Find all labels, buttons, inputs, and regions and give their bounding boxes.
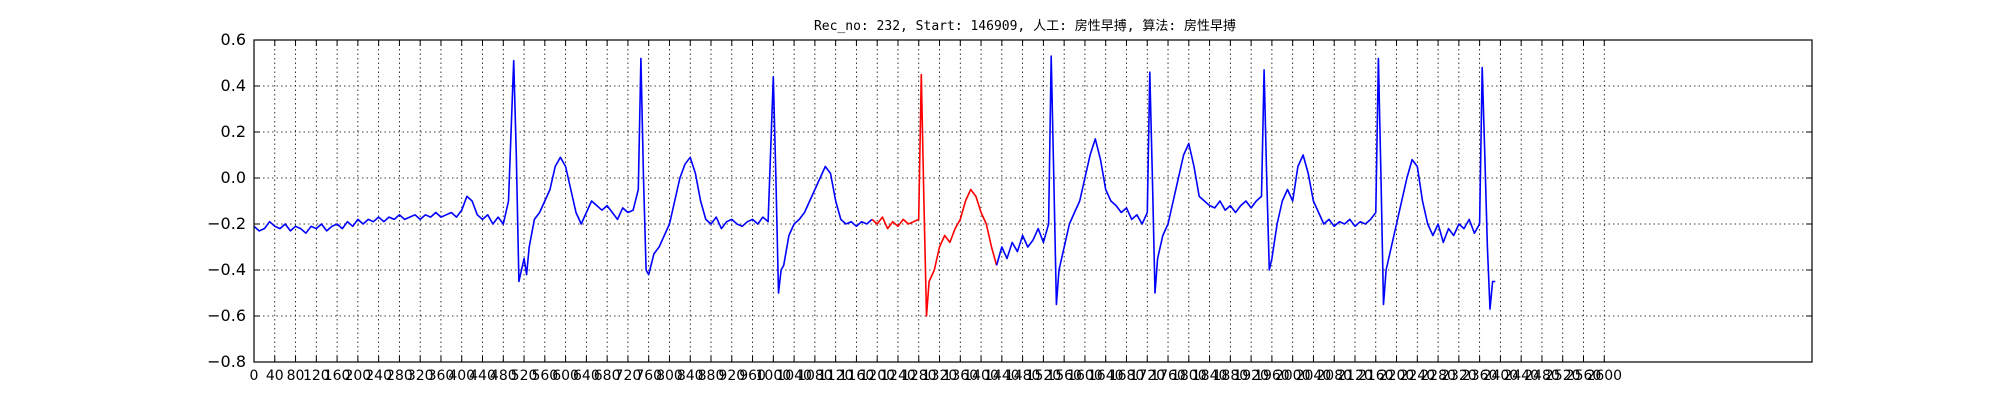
x-tick-label: 2560 — [1566, 368, 1602, 384]
x-tick-label: 720 — [615, 368, 642, 384]
y-tick-label: −0.6 — [207, 306, 246, 325]
x-tick-label: 1000 — [756, 368, 792, 384]
x-tick-label: 2600 — [1586, 368, 1622, 384]
x-tick-label: 1200 — [859, 368, 895, 384]
chart-title: Rec_no: 232, Start: 146909, 人工: 房性早搏, 算法… — [814, 18, 1236, 34]
x-tick-label: 1240 — [880, 368, 916, 384]
x-tick-label: 680 — [594, 368, 621, 384]
x-tick-label: 0 — [250, 368, 259, 384]
x-tick-label: 240 — [365, 368, 392, 384]
x-tick-label: 640 — [573, 368, 600, 384]
y-tick-label: 0.4 — [221, 76, 246, 95]
x-tick-label: 1800 — [1171, 368, 1207, 384]
x-tick-label: 600 — [552, 368, 579, 384]
ticks: 0 40 8012016020024028032036040044048052056… — [207, 30, 1812, 384]
x-tick-label: 1680 — [1109, 368, 1145, 384]
y-tick-label: −0.2 — [207, 214, 246, 233]
x-tick-label: 80 — [287, 368, 305, 384]
x-tick-label: 1080 — [797, 368, 833, 384]
x-tick-label: 1840 — [1192, 368, 1228, 384]
x-tick-label: 2160 — [1358, 368, 1394, 384]
x-tick-label: 280 — [386, 368, 413, 384]
x-tick-label: 2480 — [1524, 368, 1560, 384]
x-tick-label: 1960 — [1254, 368, 1290, 384]
x-tick-label: 560 — [531, 368, 558, 384]
grid — [253, 39, 1812, 363]
x-tick-label: 840 — [677, 368, 704, 384]
y-tick-label: 0.2 — [221, 122, 246, 141]
x-tick-label: 1400 — [963, 368, 999, 384]
x-tick-label: 520 — [511, 368, 538, 384]
x-tick-label: 40 — [266, 368, 284, 384]
x-tick-label: 120 — [303, 368, 330, 384]
x-tick-label: 1880 — [1213, 368, 1249, 384]
y-tick-label: −0.4 — [207, 260, 246, 279]
x-tick-label: 1920 — [1233, 368, 1269, 384]
x-tick-label: 440 — [469, 368, 496, 384]
y-tick-label: 0.0 — [221, 168, 246, 187]
y-tick-label: −0.8 — [207, 352, 246, 371]
x-tick-label: 400 — [448, 368, 475, 384]
x-tick-label: 960 — [739, 368, 766, 384]
x-tick-label: 1360 — [942, 368, 978, 384]
x-tick-label: 2440 — [1503, 368, 1539, 384]
x-tick-label: 880 — [698, 368, 725, 384]
ecg-series-line-1 — [253, 57, 873, 294]
plot-frame — [253, 39, 1813, 363]
x-tick-label: 1320 — [922, 368, 958, 384]
y-tick-label: 0.6 — [221, 30, 246, 49]
x-tick-label: 320 — [407, 368, 434, 384]
x-tick-label: 920 — [718, 368, 745, 384]
x-tick-label: 1120 — [818, 368, 854, 384]
x-tick-label: 1160 — [839, 368, 875, 384]
series-group — [253, 55, 1496, 317]
x-tick-label: 1760 — [1150, 368, 1186, 384]
x-tick-label: 2040 — [1296, 368, 1332, 384]
x-tick-label: 1480 — [1005, 368, 1041, 384]
x-tick-label: 1440 — [984, 368, 1020, 384]
x-tick-label: 760 — [635, 368, 662, 384]
x-tick-label: 1520 — [1026, 368, 1062, 384]
x-tick-label: 360 — [428, 368, 455, 384]
x-tick-label: 200 — [344, 368, 371, 384]
x-tick-label: 1560 — [1046, 368, 1082, 384]
x-tick-label: 1640 — [1088, 368, 1124, 384]
x-tick-label: 2320 — [1441, 368, 1477, 384]
x-tick-label: 2360 — [1462, 368, 1498, 384]
x-tick-label: 1720 — [1129, 368, 1165, 384]
ecg-series-line-3 — [995, 55, 1496, 310]
x-tick-label: 1040 — [776, 368, 812, 384]
x-tick-label: 2080 — [1316, 368, 1352, 384]
x-tick-label: 2000 — [1275, 368, 1311, 384]
x-tick-label: 800 — [656, 368, 683, 384]
x-tick-label: 2240 — [1399, 368, 1435, 384]
x-tick-label: 480 — [490, 368, 517, 384]
x-tick-label: 2120 — [1337, 368, 1373, 384]
x-tick-label: 2280 — [1420, 368, 1456, 384]
x-tick-label: 2200 — [1379, 368, 1415, 384]
ecg-series-line-2 — [871, 73, 998, 317]
x-tick-label: 1600 — [1067, 368, 1103, 384]
x-tick-label: 160 — [324, 368, 351, 384]
x-tick-label: 2400 — [1483, 368, 1519, 384]
x-tick-label: 2520 — [1545, 368, 1581, 384]
x-tick-label: 1280 — [901, 368, 937, 384]
